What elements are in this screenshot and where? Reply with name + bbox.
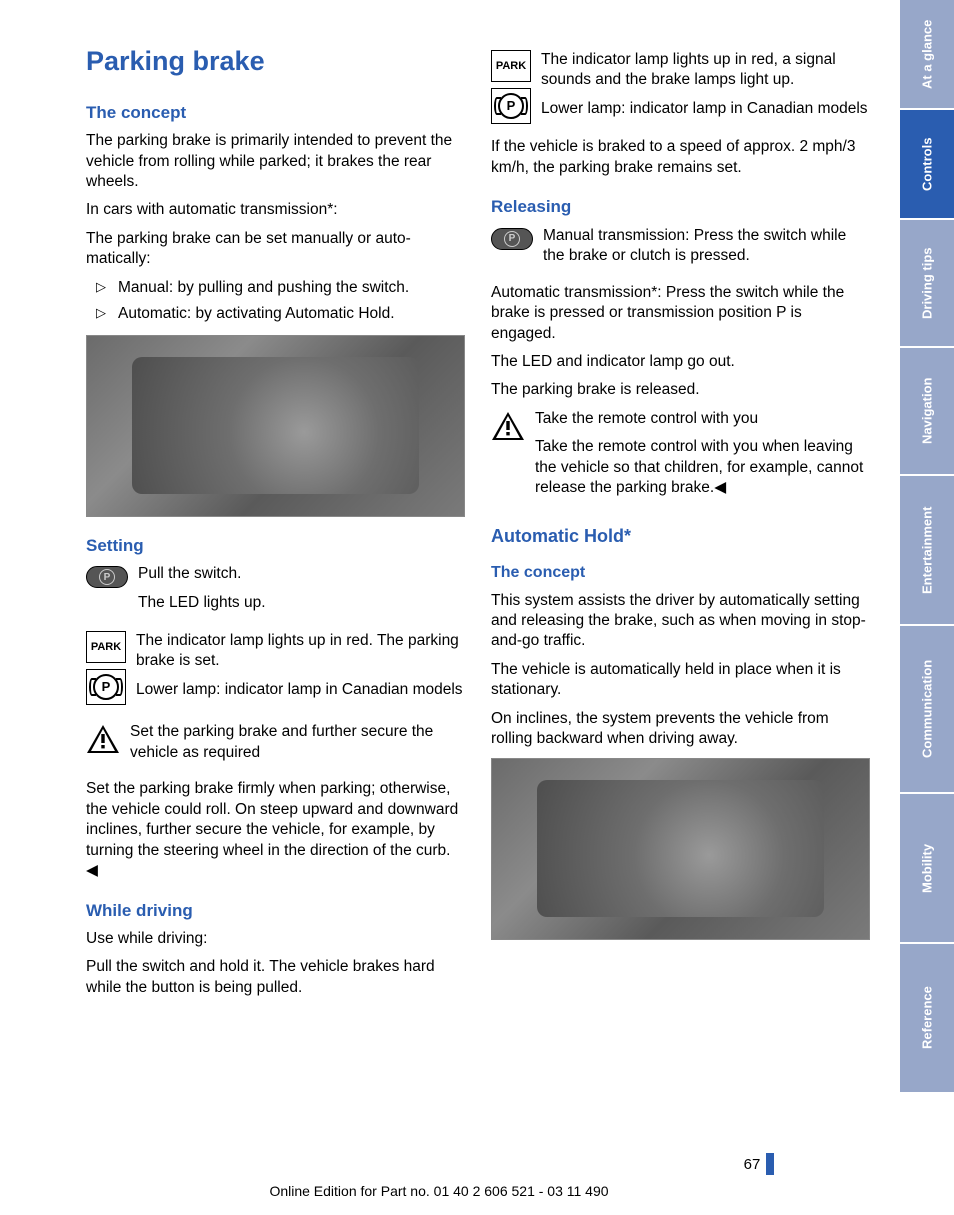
section-tab[interactable]: Entertainment [900,476,954,626]
section-tab[interactable]: Reference [900,944,954,1094]
park-lamp-icon: PARK [491,50,531,82]
heading-setting: Setting [86,535,465,557]
section-tab[interactable]: Driving tips [900,220,954,348]
section-tab[interactable]: Controls [900,110,954,220]
section-tab[interactable]: Navigation [900,348,954,476]
body-text: The indicator lamp lights up in red. The… [136,631,465,672]
right-column: PARK P The indicator lamp lights up in r… [491,44,870,1215]
heading-auto-concept: The concept [491,562,870,583]
body-text: The parking brake can be set manually or… [86,229,465,270]
console-photo [491,758,870,940]
body-text: Use while driving: [86,929,465,949]
body-text: Automatic transmission*: Press the switc… [491,283,870,344]
section-tabs: At a glanceControlsDriving tipsNavigatio… [900,0,954,1215]
parking-switch-icon: P [491,228,533,250]
p-circle-lamp-icon: P [491,88,531,124]
heading-automatic-hold: Automatic Hold* [491,525,870,549]
heading-while-driving: While driving [86,900,465,922]
park-lamp-icon: PARK [86,631,126,663]
body-text: The LED and indicator lamp go out. [491,352,870,372]
body-text: The parking brake is released. [491,380,870,400]
console-photo [86,335,465,517]
body-text: On inclines, the system prevents the veh… [491,709,870,750]
warning-icon [491,411,525,441]
left-column: Parking brake The concept The parking br… [86,44,465,1215]
warning-icon [86,724,120,754]
body-text: This system assists the driver by automa… [491,591,870,652]
p-circle-lamp-icon: P [86,669,126,705]
list-item: Manual: by pulling and pushing the switc… [96,278,465,298]
content-area: Parking brake The concept The parking br… [0,0,900,1215]
body-text: Pull the switch. [138,564,465,584]
section-tab[interactable]: Mobility [900,794,954,944]
body-text: The indicator lamp lights up in red, a s… [541,50,870,91]
footer-text: Online Edition for Part no. 01 40 2 606 … [0,1183,878,1199]
body-text: The parking brake is primarily intended … [86,131,465,192]
warning-title: Take the remote control with you [535,409,870,429]
section-tab[interactable]: At a glance [900,0,954,110]
body-text: Lower lamp: indicator lamp in Canadian m… [541,99,870,119]
list-item: Automatic: by activating Automatic Hold. [96,304,465,324]
heading-releasing: Releasing [491,196,870,218]
heading-concept: The concept [86,102,465,124]
warning-title: Set the parking brake and further secure… [130,722,465,763]
page-title: Parking brake [86,44,465,80]
section-tab[interactable]: Communication [900,626,954,794]
parking-switch-icon: P [86,566,128,588]
body-text: Lower lamp: indicator lamp in Canadian m… [136,680,465,700]
body-text: If the vehicle is braked to a speed of a… [491,137,870,178]
body-text: The LED lights up. [138,593,465,613]
body-text: The vehicle is automatically held in pla… [491,660,870,701]
page-number: 67 [744,1156,767,1173]
body-text: In cars with automatic transmission*: [86,200,465,220]
warning-body: Set the parking brake firmly when parkin… [86,779,465,881]
page-number-bar [766,1153,774,1175]
body-text: Pull the switch and hold it. The vehicle… [86,957,465,998]
bullet-list: Manual: by pulling and pushing the switc… [96,278,465,325]
warning-body: Take the remote control with you when le… [535,437,870,498]
page-number-wrap: 67 [0,1153,878,1175]
body-text: Manual transmission: Press the switch wh… [543,226,870,267]
